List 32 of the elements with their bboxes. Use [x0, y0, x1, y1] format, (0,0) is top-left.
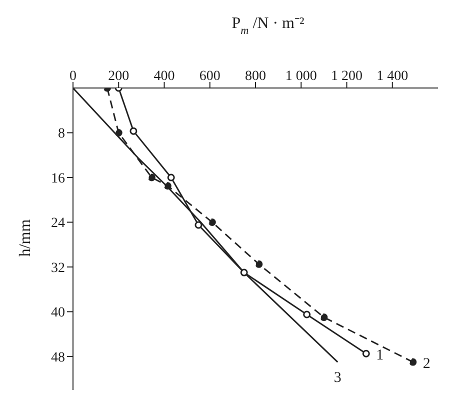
x-tick-label: 1 200 [331, 69, 362, 84]
point [167, 174, 175, 182]
point [148, 174, 156, 182]
point [114, 128, 122, 136]
point [240, 268, 248, 276]
point [303, 310, 311, 318]
point [409, 358, 417, 366]
series-label: 2 [422, 356, 430, 372]
point [130, 127, 138, 135]
x-tick-label: 400 [154, 69, 175, 84]
y-tick-label: 32 [51, 260, 65, 276]
x-tick-label: 600 [199, 69, 220, 84]
y-axis-title: h/mm [17, 218, 34, 257]
point [320, 314, 328, 322]
x-tick-label: 800 [245, 69, 266, 84]
series-label: 3 [334, 370, 342, 386]
point [164, 182, 172, 190]
point [194, 221, 202, 229]
series-label: 1 [376, 348, 384, 364]
x-tick-label: 0 [70, 69, 76, 84]
x-tick-label: 200 [108, 69, 130, 84]
point [208, 218, 216, 226]
x-axis-title: P$_{m}$/N · m⁻² [232, 15, 304, 37]
x-tick-label: 1 400 [376, 69, 408, 84]
point [362, 350, 370, 358]
x-tick-label: 1 000 [285, 69, 317, 84]
y-tick-label: 16 [51, 171, 65, 186]
y-tick-label: 48 [51, 350, 65, 366]
y-tick-label: 24 [51, 216, 65, 232]
y-tick-label: 40 [51, 306, 65, 321]
point [255, 260, 263, 268]
y-tick-label: 8 [58, 126, 65, 142]
